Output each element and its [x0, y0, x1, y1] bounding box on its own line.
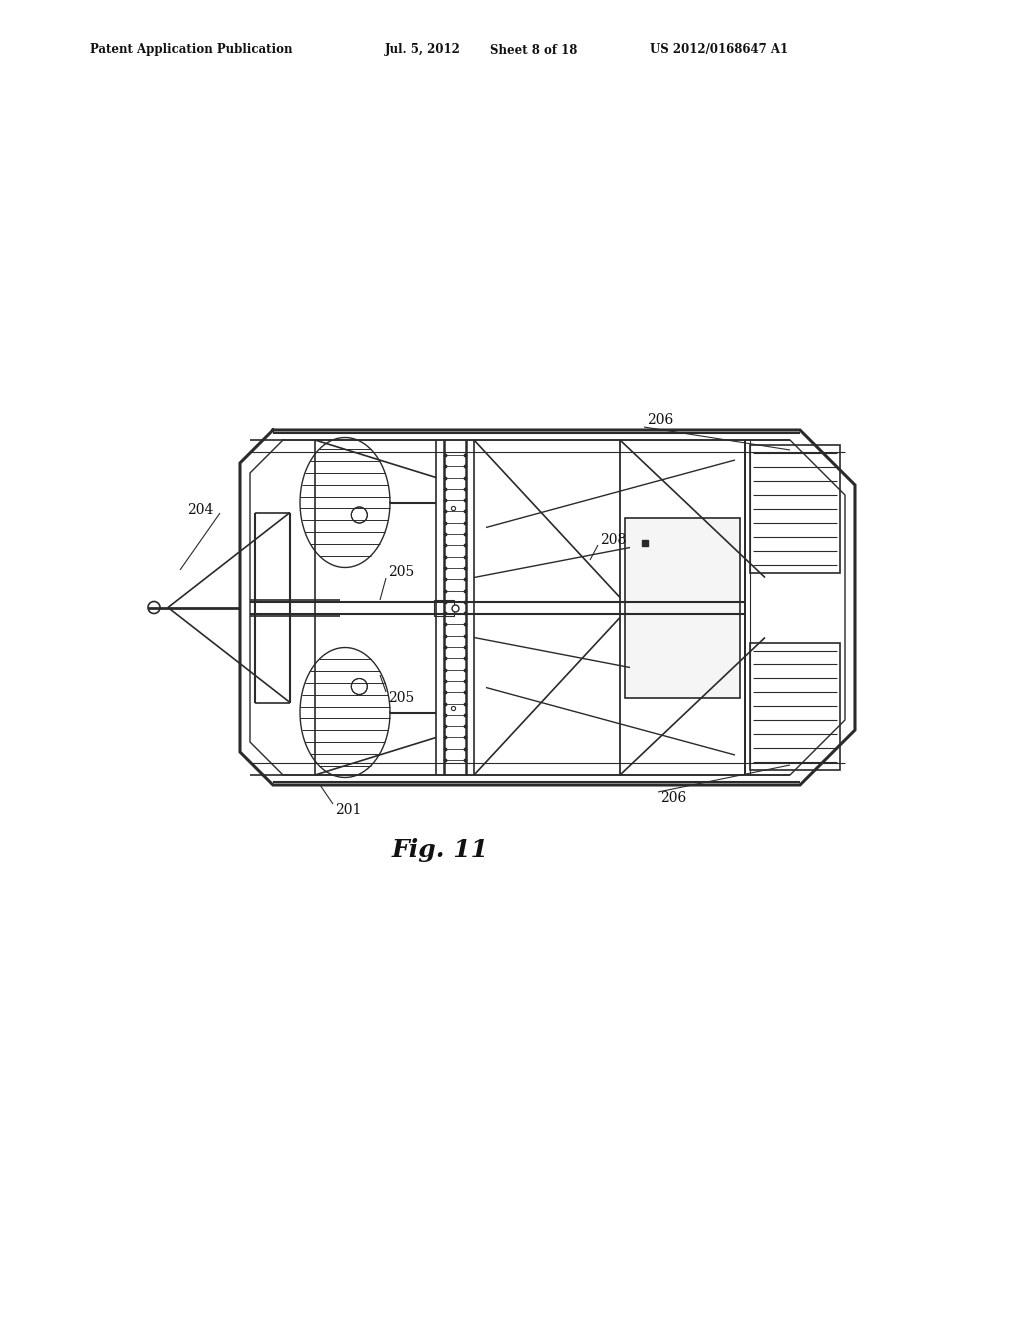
Bar: [625, 517, 740, 697]
Text: 208: 208: [600, 533, 627, 546]
Text: Sheet 8 of 18: Sheet 8 of 18: [490, 44, 578, 57]
Text: Jul. 5, 2012: Jul. 5, 2012: [385, 44, 461, 57]
Text: 204: 204: [186, 503, 213, 517]
Text: US 2012/0168647 A1: US 2012/0168647 A1: [650, 44, 788, 57]
Text: Patent Application Publication: Patent Application Publication: [90, 44, 293, 57]
Text: 206: 206: [660, 791, 686, 805]
Text: 205: 205: [388, 565, 415, 579]
Bar: [750, 643, 840, 770]
Bar: [434, 599, 454, 615]
Bar: [750, 445, 840, 573]
Text: 201: 201: [335, 803, 361, 817]
Text: 205: 205: [388, 690, 415, 705]
Text: Fig. 11: Fig. 11: [391, 838, 488, 862]
Text: 206: 206: [647, 413, 673, 426]
